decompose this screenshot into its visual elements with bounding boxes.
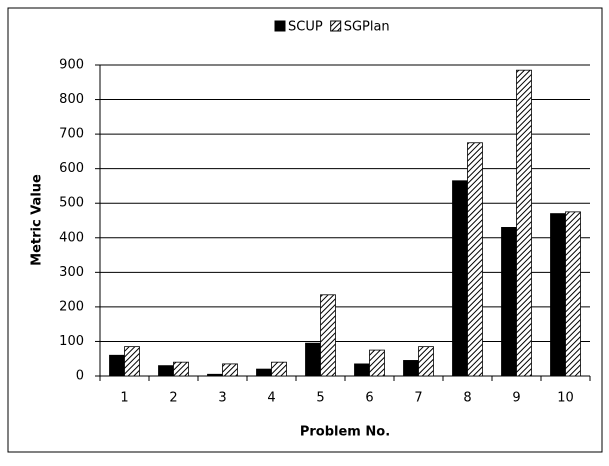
x-tick-label: 1 bbox=[120, 391, 128, 406]
bar bbox=[354, 363, 370, 377]
bar bbox=[207, 373, 223, 377]
y-tick-label: 600 bbox=[59, 161, 84, 176]
bar bbox=[565, 211, 581, 377]
x-axis-label: Problem No. bbox=[300, 425, 390, 440]
bar bbox=[158, 365, 174, 377]
bar bbox=[222, 363, 238, 377]
x-tick-label: 5 bbox=[316, 391, 324, 406]
x-tick-label: 4 bbox=[267, 391, 275, 406]
y-tick-label: 700 bbox=[59, 127, 84, 142]
legend-swatch bbox=[330, 20, 342, 32]
bar bbox=[418, 346, 434, 377]
legend-label: SCUP bbox=[288, 20, 323, 35]
bar bbox=[501, 227, 517, 377]
bar bbox=[173, 361, 189, 377]
legend-label: SGPlan bbox=[344, 20, 390, 35]
x-tick-label: 8 bbox=[463, 391, 471, 406]
bar bbox=[550, 213, 566, 377]
bar bbox=[305, 342, 321, 377]
y-axis-label: Metric Value bbox=[30, 174, 45, 266]
y-tick-label: 500 bbox=[59, 196, 84, 211]
bar bbox=[369, 349, 385, 377]
bar bbox=[124, 346, 140, 377]
x-tick-label: 10 bbox=[557, 391, 574, 406]
bar bbox=[452, 180, 468, 377]
y-tick-label: 200 bbox=[59, 299, 84, 314]
bar bbox=[467, 142, 483, 377]
x-tick-label: 6 bbox=[365, 391, 373, 406]
x-tick-label: 2 bbox=[169, 391, 177, 406]
bar bbox=[271, 361, 287, 377]
y-tick-label: 100 bbox=[59, 334, 84, 349]
bar bbox=[516, 69, 532, 377]
y-tick-label: 400 bbox=[59, 230, 84, 245]
bar bbox=[109, 354, 125, 377]
x-tick-label: 9 bbox=[512, 391, 520, 406]
y-tick-label: 900 bbox=[59, 58, 84, 73]
bar bbox=[256, 368, 272, 377]
bar bbox=[320, 294, 336, 377]
x-tick-label: 3 bbox=[218, 391, 226, 406]
y-tick-label: 800 bbox=[59, 92, 84, 107]
legend-swatch bbox=[274, 20, 286, 32]
x-tick-label: 7 bbox=[414, 391, 422, 406]
bar bbox=[403, 360, 419, 377]
y-tick-label: 300 bbox=[59, 265, 84, 280]
y-tick-label: 0 bbox=[76, 369, 84, 384]
